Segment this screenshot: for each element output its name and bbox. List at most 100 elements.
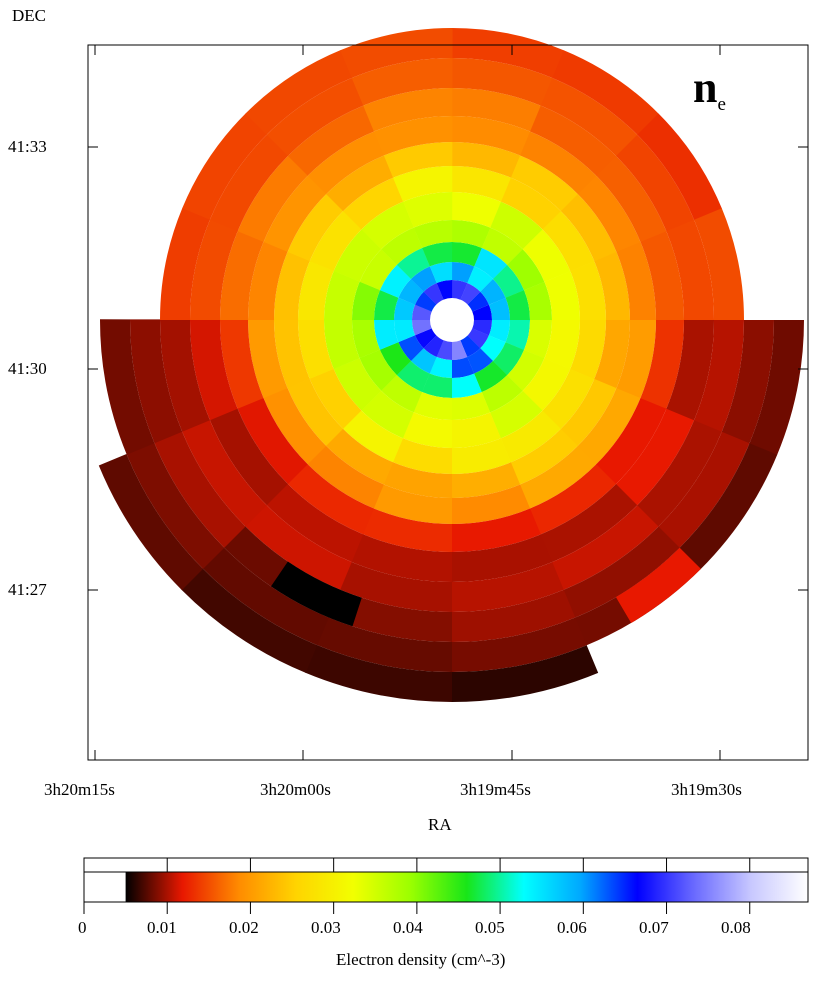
density-cell	[524, 281, 552, 321]
density-cell	[413, 220, 453, 248]
y-axis-label: DEC	[12, 6, 46, 25]
density-cell	[266, 77, 364, 156]
density-cell	[383, 142, 453, 178]
density-cell	[298, 260, 334, 320]
annotation-main: n	[693, 63, 718, 112]
density-cell	[325, 428, 394, 485]
density-cell	[488, 320, 510, 343]
density-cell	[190, 319, 238, 421]
density-cell	[500, 410, 561, 463]
density-cell	[544, 271, 581, 321]
density-cell	[100, 319, 155, 455]
density-cell	[577, 388, 641, 465]
density-cell	[492, 342, 525, 376]
density-cell	[324, 319, 360, 369]
density-cell	[351, 534, 452, 582]
density-cell	[403, 192, 453, 228]
density-cell	[190, 219, 238, 320]
density-cell	[519, 445, 597, 509]
density-cell	[563, 526, 680, 618]
density-cell	[307, 445, 384, 509]
density-cell	[352, 281, 380, 320]
density-cell	[505, 320, 530, 350]
density-cell	[451, 356, 475, 378]
density-cell	[452, 28, 565, 79]
y-tick-label-0: 41:33	[8, 137, 47, 156]
density-cell	[287, 193, 344, 262]
density-cell	[467, 348, 494, 374]
density-cell	[422, 373, 452, 398]
density-cell	[679, 443, 778, 570]
density-cell	[333, 358, 382, 411]
density-cell	[263, 175, 327, 252]
density-cell	[522, 229, 571, 282]
density-cell	[451, 438, 511, 474]
density-cell	[343, 177, 404, 230]
density-cell	[373, 116, 453, 156]
density-map-axes	[87, 44, 809, 761]
density-cell	[594, 251, 630, 321]
density-cell	[359, 249, 397, 291]
density-cell	[570, 320, 606, 380]
density-cell	[540, 77, 638, 157]
density-cell	[126, 442, 225, 569]
density-cell	[452, 166, 512, 202]
density-cell	[287, 378, 344, 446]
density-cell	[307, 131, 385, 195]
density-cell	[394, 319, 416, 343]
density-cell	[488, 297, 510, 321]
density-cell	[616, 320, 656, 399]
density-cell	[480, 278, 506, 305]
density-cell	[413, 392, 452, 420]
density-cell	[460, 335, 481, 357]
density-cell	[381, 227, 423, 265]
density-cell	[490, 201, 543, 250]
density-cell	[451, 508, 541, 552]
density-cell	[474, 247, 508, 280]
density-cell	[182, 419, 267, 527]
density-cell	[394, 297, 416, 320]
density-cell	[362, 508, 452, 552]
density-cell	[510, 155, 579, 212]
density-cell	[467, 291, 489, 312]
density-cell	[160, 207, 211, 320]
density-cell	[340, 27, 453, 78]
density-cell	[540, 484, 638, 563]
density-cell	[436, 280, 453, 300]
density-cell	[209, 408, 288, 506]
density-cell	[379, 264, 412, 298]
annotation-ne: ne	[693, 63, 726, 115]
colorbar-label: Electron density (cm^-3)	[336, 950, 506, 969]
density-cell	[551, 505, 659, 590]
density-cell	[749, 320, 804, 456]
density-cell	[542, 368, 595, 430]
density-cell	[474, 361, 508, 393]
density-cell	[324, 270, 360, 320]
density-cell	[510, 428, 578, 485]
density-cell	[423, 335, 444, 357]
density-cell	[398, 335, 424, 362]
density-cell	[451, 373, 482, 398]
density-cell	[130, 319, 183, 444]
colorbar-tick-label-4: 0.04	[393, 918, 423, 937]
density-cell	[374, 319, 399, 350]
colorbar-tick-label-8: 0.08	[721, 918, 751, 937]
density-cell	[298, 319, 334, 379]
density-cell	[361, 201, 414, 250]
density-cell	[500, 177, 562, 230]
density-cell	[451, 340, 468, 360]
density-cell	[467, 328, 489, 349]
density-cell	[522, 358, 571, 411]
colorbar-tick-label-1: 0.01	[147, 918, 177, 937]
density-cell	[530, 105, 617, 177]
density-cell	[524, 320, 552, 359]
density-cell	[596, 155, 667, 243]
density-cell	[266, 483, 364, 563]
density-cell	[402, 412, 452, 448]
colorbar-tick-label-7: 0.07	[639, 918, 669, 937]
min-density-cell	[271, 561, 362, 627]
colorbar-tick-label-3: 0.03	[311, 918, 341, 937]
density-cell	[287, 463, 374, 535]
density-cell	[374, 290, 399, 320]
